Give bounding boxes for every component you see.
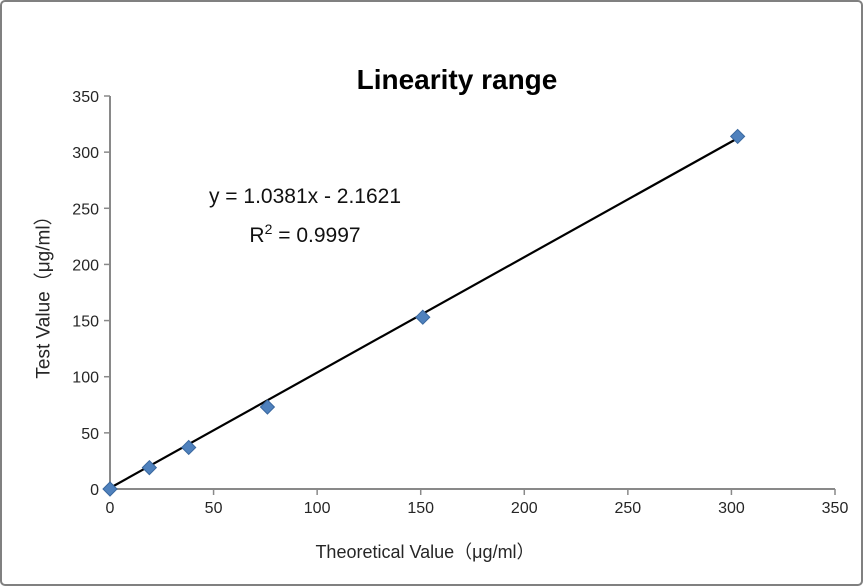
r-squared-line: R2 = 0.9997	[249, 221, 361, 247]
x-tick-label: 50	[205, 500, 223, 517]
x-tick-label: 150	[407, 500, 434, 517]
y-axis-title: Test Value（μg/ml）	[33, 206, 55, 379]
x-tick-label: 300	[718, 500, 745, 517]
data-point	[415, 309, 431, 325]
equation-line: y = 1.0381x - 2.1621	[208, 185, 402, 208]
y-tick-label: 150	[72, 314, 99, 331]
data-point	[102, 481, 118, 497]
x-tick-label: 350	[822, 500, 849, 517]
x-tick-label: 0	[106, 500, 115, 517]
x-tick-label: 250	[615, 500, 642, 517]
y-tick-label: 300	[72, 145, 99, 162]
x-tick-label: 200	[511, 500, 538, 517]
chart-title: Linearity range	[356, 64, 558, 95]
y-tick-label: 50	[81, 426, 99, 443]
y-tick-label: 0	[90, 482, 99, 499]
y-tick-label: 250	[72, 201, 99, 218]
x-tick-label: 100	[304, 500, 331, 517]
data-point	[729, 128, 746, 145]
axis-lines	[109, 96, 835, 490]
data-point	[141, 459, 158, 476]
trendline-annotation: y = 1.0381x - 2.1621 R2 = 0.9997	[160, 180, 450, 252]
y-tick-label: 100	[72, 370, 99, 387]
y-tick-label: 350	[72, 89, 99, 106]
y-tick-label: 200	[72, 257, 99, 274]
x-axis-title: Theoretical Value（μg/ml）	[315, 542, 535, 562]
data-point	[259, 399, 276, 415]
data-point	[181, 439, 197, 456]
